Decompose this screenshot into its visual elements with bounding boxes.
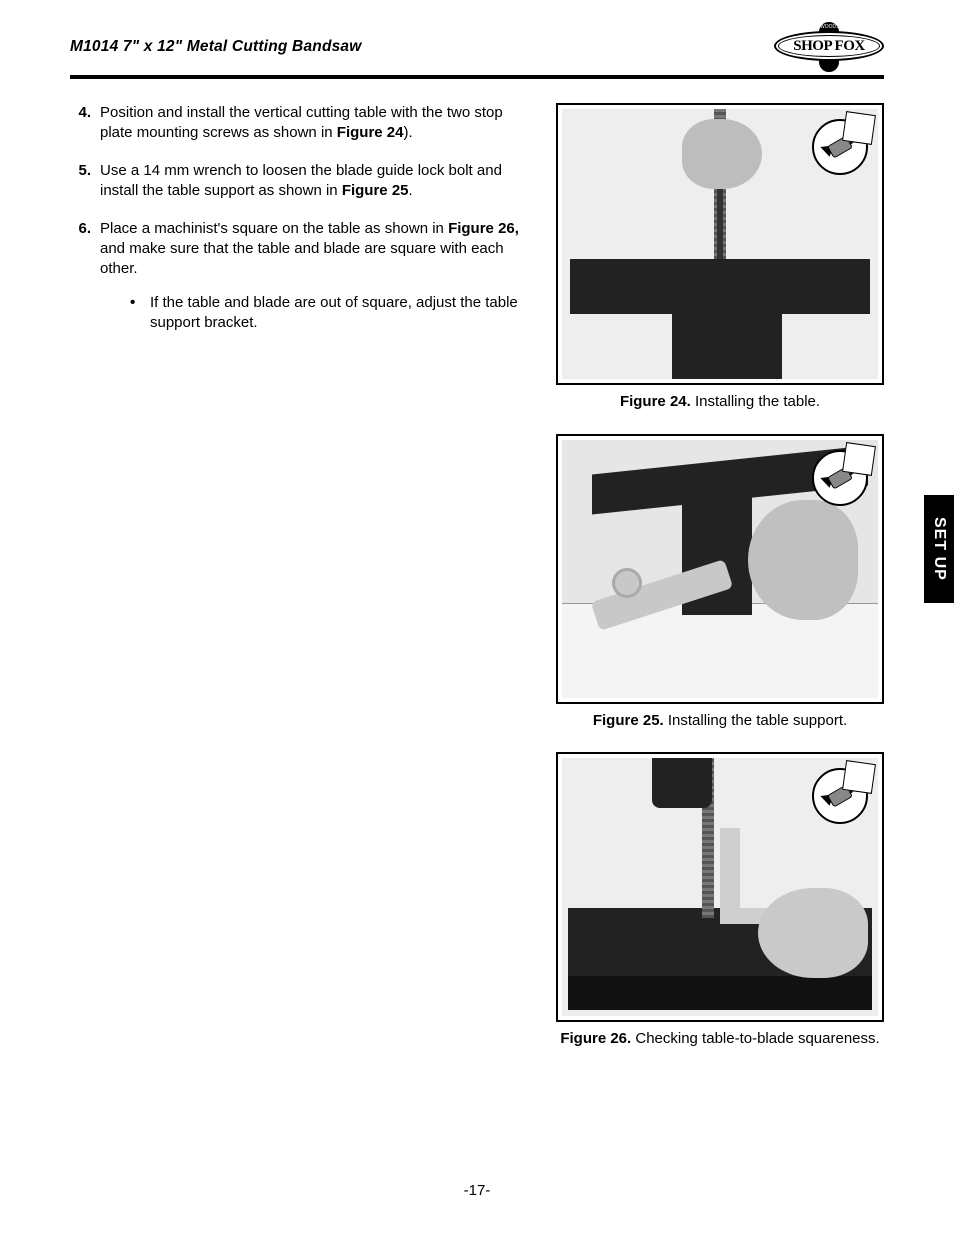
instructions-column: 4. Position and install the vertical cut… [70,103,530,1049]
header-rule [70,75,884,79]
step-number: 5. [70,161,100,201]
unplug-icon [812,119,868,175]
step-text-post: . [409,182,413,199]
figure-caption: Figure 26. Checking table-to-blade squar… [560,1029,879,1049]
step-6: 6. Place a machinist's square on the tab… [70,219,530,333]
step-text-post: ). [403,124,412,141]
step-text: Place a machinist's square on the table … [100,219,530,333]
caption-text: Installing the table. [691,393,820,410]
figure-25: Figure 25. Installing the table support. [556,434,884,731]
bullet-icon: • [130,293,150,333]
figure-24: Figure 24. Installing the table. [556,103,884,412]
unplug-icon [812,768,868,824]
step-text: Use a 14 mm wrench to loosen the blade g… [100,161,530,201]
figure-image [562,758,878,1016]
section-tab-setup: SET UP [924,495,954,603]
bullet-text: If the table and blade are out of square… [150,293,530,333]
step-4: 4. Position and install the vertical cut… [70,103,530,143]
step-text-pre: Position and install the vertical cuttin… [100,104,503,141]
caption-text: Installing the table support. [664,712,847,729]
figure-frame [556,752,884,1022]
caption-label: Figure 25. [593,712,664,729]
step-figure-ref: Figure 25 [342,182,409,199]
content-area: 4. Position and install the vertical cut… [70,103,884,1049]
figure-caption: Figure 24. Installing the table. [620,392,820,412]
step-figure-ref: Figure 26, [448,220,519,237]
figure-frame [556,103,884,385]
step-figure-ref: Figure 24 [337,124,404,141]
step-text-pre: Use a 14 mm wrench to loosen the blade g… [100,162,502,199]
document-title: M1014 7" x 12" Metal Cutting Bandsaw [70,38,362,56]
figure-frame [556,434,884,704]
page-header: M1014 7" x 12" Metal Cutting Bandsaw WOO… [70,25,884,69]
step-bullet: • If the table and blade are out of squa… [130,293,530,333]
caption-label: Figure 26. [560,1030,631,1047]
figure-26: Figure 26. Checking table-to-blade squar… [556,752,884,1049]
step-text-post: and make sure that the table and blade a… [100,240,504,277]
unplug-icon [812,450,868,506]
step-number: 4. [70,103,100,143]
step-text-pre: Place a machinist's square on the table … [100,220,448,237]
step-text: Position and install the vertical cuttin… [100,103,530,143]
step-5: 5. Use a 14 mm wrench to loosen the blad… [70,161,530,201]
step-number: 6. [70,219,100,333]
logo-text: SHOP FOX [778,35,880,57]
figure-caption: Figure 25. Installing the table support. [593,711,847,731]
page-number: -17- [0,1182,954,1199]
figures-column: Figure 24. Installing the table. [556,103,884,1049]
caption-text: Checking table-to-blade squareness. [631,1030,879,1047]
caption-label: Figure 24. [620,393,691,410]
figure-image [562,440,878,698]
figure-image [562,109,878,379]
brand-logo: WOODSTOCK INTERNATIONAL SHOP FOX [774,25,884,69]
